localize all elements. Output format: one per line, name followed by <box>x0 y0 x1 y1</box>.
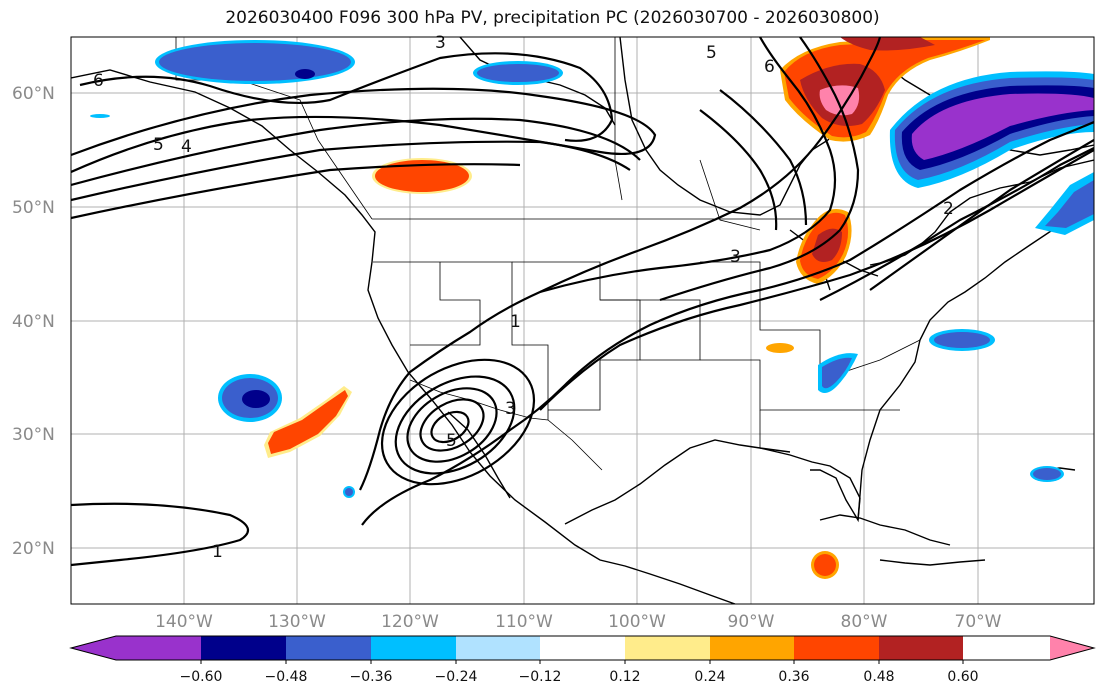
contour-label: 6 <box>93 71 104 91</box>
colorbar-segment <box>456 636 540 660</box>
map-title: 2026030400 F096 300 hPa PV, precipitatio… <box>225 8 880 28</box>
contour-label: 1 <box>212 542 223 562</box>
colorbar-tick-label: −0.24 <box>435 669 478 685</box>
lat-label: 40°N <box>12 312 55 332</box>
colorbar-outline <box>69 635 1096 661</box>
colorbar-extend-low <box>71 636 116 660</box>
colorbar-segment <box>794 636 879 660</box>
colorbar-segment <box>540 636 625 660</box>
longitude-labels: 140°W 130°W 120°W 110°W 100°W 90°W 80°W … <box>155 612 1002 632</box>
colorbar-segment <box>710 636 794 660</box>
colorbar-segment <box>625 636 710 660</box>
lon-label: 80°W <box>841 612 888 632</box>
contour-label: 2 <box>943 199 954 219</box>
colorbar-tick-label: −0.48 <box>265 669 308 685</box>
lon-label: 110°W <box>495 612 553 632</box>
colorbar-segment <box>201 636 286 660</box>
colorbar-tick-label: 0.12 <box>609 669 640 685</box>
contour-label: 4 <box>181 137 192 157</box>
contour-label: 5 <box>153 135 164 155</box>
lon-label: 130°W <box>268 612 326 632</box>
colorbar-segment <box>286 636 371 660</box>
colorbar-segment <box>116 636 201 660</box>
colorbar-tick-label: −0.60 <box>180 669 223 685</box>
contour-label: 3 <box>435 33 446 53</box>
lon-label: 70°W <box>955 612 1002 632</box>
lon-label: 120°W <box>381 612 439 632</box>
contour-label: 3 <box>730 247 741 267</box>
contour-label: 5 <box>446 431 457 451</box>
colorbar-segments <box>71 636 1094 664</box>
lon-label: 140°W <box>155 612 213 632</box>
contour-label: 1 <box>510 312 521 332</box>
precip-positive-fields <box>264 37 990 579</box>
contour-label: 6 <box>764 57 775 77</box>
colorbar-tick-label: −0.36 <box>350 669 393 685</box>
contour-label: 3 <box>505 399 516 419</box>
lon-label: 100°W <box>608 612 666 632</box>
colorbar: −0.60 −0.48 −0.36 −0.24 −0.12 0.12 0.24 … <box>69 635 1096 685</box>
precip-negative-fields <box>90 40 1094 498</box>
plot-frame <box>70 36 1095 605</box>
colorbar-extend-high <box>1050 636 1094 660</box>
colorbar-tick-label: 0.36 <box>778 669 809 685</box>
contour-label: 5 <box>706 43 717 63</box>
colorbar-segment <box>371 636 456 660</box>
colorbar-tick-label: 0.48 <box>863 669 894 685</box>
lon-label: 90°W <box>728 612 775 632</box>
colorbar-tick-labels: −0.60 −0.48 −0.36 −0.24 −0.12 0.12 0.24 … <box>180 669 979 685</box>
contour-labels: 1 1 2 3 3 3 4 5 5 6 6 5 <box>93 33 954 562</box>
latitude-labels: 60°N 50°N 40°N 30°N 20°N <box>12 84 55 559</box>
colorbar-tick-label: 0.24 <box>694 669 725 685</box>
pv-contours <box>71 37 1094 567</box>
lat-label: 50°N <box>12 198 55 218</box>
lat-label: 20°N <box>12 539 55 559</box>
lat-label: 60°N <box>12 84 55 104</box>
colorbar-tick-label: −0.12 <box>519 669 562 685</box>
colorbar-tick-label: 0.60 <box>947 669 978 685</box>
colorbar-segment <box>879 636 963 660</box>
lat-label: 30°N <box>12 425 55 445</box>
